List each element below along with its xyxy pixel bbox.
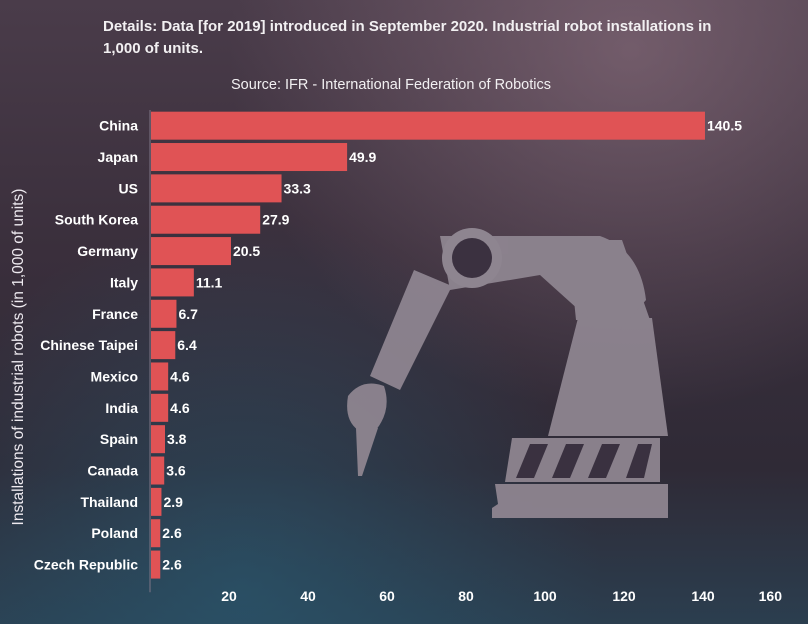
bar-japan[interactable] — [151, 143, 348, 172]
category-label: Chinese Taipei — [40, 337, 138, 353]
category-label: Thailand — [80, 494, 138, 510]
value-label: 49.9 — [349, 149, 376, 165]
value-label: 33.3 — [284, 180, 311, 196]
bar-mexico[interactable] — [151, 362, 169, 391]
category-label: US — [119, 180, 138, 196]
bar-czech-republic[interactable] — [151, 550, 161, 579]
x-tick-label: 20 — [221, 588, 237, 604]
category-label: South Korea — [55, 212, 138, 228]
bar-china[interactable] — [151, 111, 705, 140]
value-label: 2.6 — [162, 557, 182, 573]
category-label: Germany — [77, 243, 138, 259]
x-tick-label: 40 — [300, 588, 316, 604]
bar-south-korea[interactable] — [151, 205, 261, 234]
value-label: 140.5 — [707, 118, 742, 134]
x-tick-label: 80 — [458, 588, 474, 604]
x-tick-label: 120 — [612, 588, 636, 604]
category-label: Spain — [100, 431, 138, 447]
bar-germany[interactable] — [151, 237, 231, 266]
bar-chinese-taipei[interactable] — [151, 331, 176, 360]
value-label: 3.6 — [166, 463, 186, 479]
bar-india[interactable] — [151, 393, 169, 422]
category-label: India — [105, 400, 138, 416]
bar-spain[interactable] — [151, 425, 166, 454]
category-label: France — [92, 306, 138, 322]
value-label: 4.6 — [170, 400, 190, 416]
value-label: 11.1 — [196, 274, 223, 290]
category-label: Czech Republic — [34, 557, 138, 573]
value-label: 2.9 — [163, 494, 183, 510]
value-label: 4.6 — [170, 368, 190, 384]
category-label: China — [99, 118, 138, 134]
value-label: 6.7 — [178, 306, 198, 322]
bar-canada[interactable] — [151, 456, 165, 485]
bar-us[interactable] — [151, 174, 282, 203]
x-tick-label: 160 — [759, 588, 783, 604]
value-label: 27.9 — [262, 212, 289, 228]
bar-poland[interactable] — [151, 519, 161, 548]
x-tick-label: 60 — [379, 588, 395, 604]
category-label: Mexico — [91, 368, 138, 384]
category-label: Poland — [91, 525, 138, 541]
bar-thailand[interactable] — [151, 487, 162, 516]
category-label: Japan — [98, 149, 138, 165]
bar-italy[interactable] — [151, 268, 194, 297]
x-tick-label: 100 — [533, 588, 557, 604]
value-label: 3.8 — [167, 431, 187, 447]
value-label: 2.6 — [162, 525, 182, 541]
category-label: Canada — [87, 463, 138, 479]
category-label: Italy — [110, 274, 138, 290]
chart-details-note: Details: Data [for 2019] introduced in S… — [103, 18, 712, 57]
x-tick-label: 140 — [691, 588, 715, 604]
value-label: 20.5 — [233, 243, 260, 259]
bar-france[interactable] — [151, 299, 177, 328]
chart-source-note: Source: IFR - International Federation o… — [231, 77, 551, 93]
value-label: 6.4 — [177, 337, 197, 353]
